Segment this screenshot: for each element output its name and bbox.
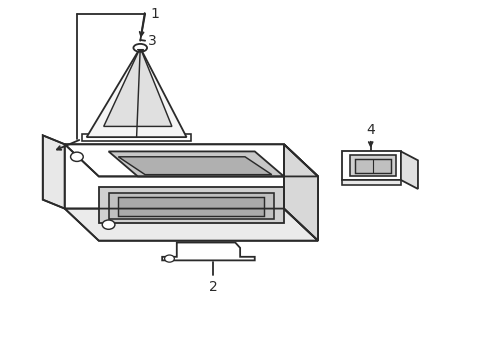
Polygon shape bbox=[118, 197, 265, 216]
Polygon shape bbox=[104, 48, 172, 126]
Polygon shape bbox=[99, 187, 284, 223]
Text: 1: 1 bbox=[150, 7, 159, 21]
Ellipse shape bbox=[133, 44, 147, 52]
Circle shape bbox=[102, 220, 115, 229]
Polygon shape bbox=[284, 144, 318, 241]
Polygon shape bbox=[162, 243, 255, 260]
Polygon shape bbox=[65, 144, 318, 176]
Polygon shape bbox=[350, 155, 396, 176]
Polygon shape bbox=[118, 157, 272, 175]
Polygon shape bbox=[109, 193, 274, 219]
Circle shape bbox=[165, 255, 174, 262]
Text: 3: 3 bbox=[147, 34, 156, 48]
Polygon shape bbox=[343, 180, 401, 185]
Polygon shape bbox=[355, 158, 391, 173]
Polygon shape bbox=[87, 48, 187, 137]
Circle shape bbox=[71, 152, 83, 161]
Text: 4: 4 bbox=[367, 123, 375, 137]
Polygon shape bbox=[82, 134, 192, 141]
Polygon shape bbox=[43, 135, 65, 208]
Text: 2: 2 bbox=[209, 280, 218, 294]
Polygon shape bbox=[65, 208, 318, 241]
Polygon shape bbox=[343, 152, 401, 180]
Polygon shape bbox=[401, 152, 418, 189]
Polygon shape bbox=[109, 152, 284, 176]
